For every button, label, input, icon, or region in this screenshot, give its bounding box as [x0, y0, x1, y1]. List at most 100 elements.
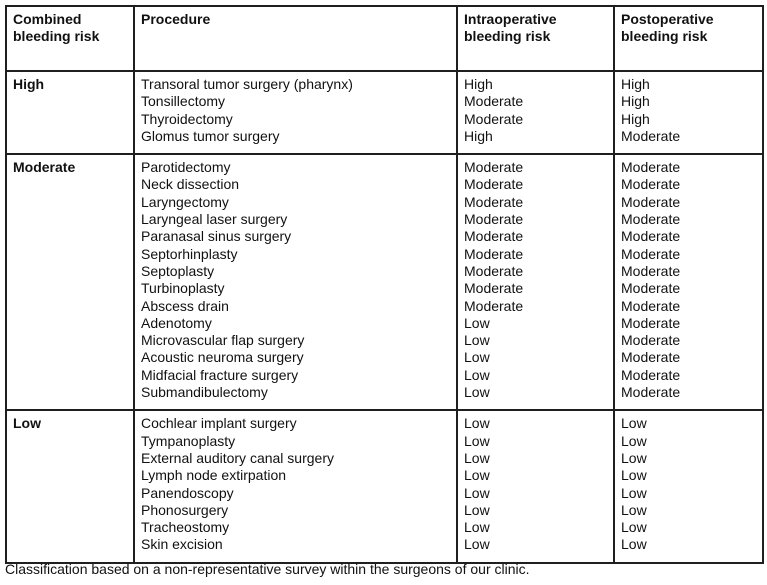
intraoperative-risk-value: Low — [464, 384, 490, 401]
procedure-cell: Transoral tumor surgery (pharynx) Tonsill… — [133, 69, 458, 156]
intraoperative-risk-value: Low — [464, 366, 490, 383]
procedure-item: Neck dissection — [141, 176, 240, 193]
intraoperative-cell: High Moderate Moderate High — [456, 69, 615, 156]
bleeding-risk-table: Combined bleeding risk Procedure Intraop… — [5, 5, 764, 564]
intraoperative-risk-value: Low — [464, 432, 490, 449]
postoperative-risk-value: Low — [621, 501, 647, 518]
intraoperative-risk-value: Moderate — [464, 176, 524, 193]
postoperative-risk-value: Moderate — [621, 297, 681, 314]
postoperative-risk-value: Moderate — [621, 366, 681, 383]
postoperative-risk-value: Moderate — [621, 280, 681, 297]
header-row: Combined bleeding risk Procedure Intraop… — [5, 5, 764, 72]
postoperative-risk-value: Moderate — [621, 349, 681, 366]
intraoperative-risk-value: Low — [464, 349, 490, 366]
postoperative-risk-value: Moderate — [621, 159, 681, 176]
intraoperative-risk-value: Low — [464, 501, 490, 518]
procedure-item: Lymph node extirpation — [141, 467, 287, 484]
procedure-item: Midfacial fracture surgery — [141, 366, 299, 383]
procedure-item: Phonosurgery — [141, 501, 229, 518]
intraoperative-risk-value: Low — [464, 519, 490, 536]
postoperative-cell: Moderate Moderate Moderate Moderate Moderate… — [613, 153, 764, 412]
postoperative-cell: High High High Moderate — [613, 69, 764, 156]
procedure-item: Microvascular flap surgery — [141, 332, 305, 349]
postoperative-risk-value: Moderate — [621, 332, 681, 349]
procedure-item: Cochlear implant surgery — [141, 415, 297, 432]
col-header-intraoperative-bleeding-risk: Intraoperative bleeding risk — [456, 5, 615, 72]
intraoperative-risk-value: Low — [464, 484, 490, 501]
postoperative-risk-value: Moderate — [621, 314, 681, 331]
procedure-item: Tympanoplasty — [141, 432, 236, 449]
postoperative-cell: Low Low Low Low Low Low Low Low — [613, 409, 764, 564]
intraoperative-risk-value: High — [464, 76, 493, 92]
procedure-item: Skin excision — [141, 536, 223, 553]
postoperative-risk-value: High — [621, 76, 650, 92]
intraoperative-risk-value: Low — [464, 332, 490, 349]
postoperative-risk-value: Moderate — [621, 211, 681, 228]
risk-group-row: Moderate Parotidectomy Neck dissection Lary… — [5, 153, 764, 412]
intraoperative-risk-value: Low — [464, 415, 490, 432]
procedure-item: Abscess drain — [141, 297, 229, 314]
procedure-item: Glomus tumor surgery — [141, 127, 280, 144]
intraoperative-risk-value: Low — [464, 314, 490, 331]
procedure-item: Transoral tumor surgery (pharynx) — [141, 76, 353, 92]
procedure-item: Paranasal sinus surgery — [141, 228, 292, 245]
postoperative-risk-value: Moderate — [621, 262, 681, 279]
intraoperative-risk-value: Moderate — [464, 297, 524, 314]
procedure-item: Tonsillectomy — [141, 93, 226, 110]
procedure-item: Laryngeal laser surgery — [141, 211, 288, 228]
combined-risk-label: Moderate — [13, 159, 76, 176]
procedure-item: Septorhinplasty — [141, 245, 238, 262]
procedure-item: Submandibulectomy — [141, 384, 268, 401]
risk-group-row: High Transoral tumor surgery (pharynx) Ton… — [5, 69, 764, 156]
col-header-procedure: Procedure — [133, 5, 458, 72]
procedure-item: Turbinoplasty — [141, 280, 225, 297]
postoperative-risk-value: High — [621, 110, 650, 127]
postoperative-risk-value: High — [621, 93, 650, 110]
postoperative-risk-value: Moderate — [621, 176, 681, 193]
intraoperative-cell: Moderate Moderate Moderate Moderate Moderate… — [456, 153, 615, 412]
procedure-item: Tracheostomy — [141, 519, 230, 536]
postoperative-risk-value: Moderate — [621, 127, 681, 144]
intraoperative-risk-value: Moderate — [464, 110, 524, 127]
postoperative-risk-value: Moderate — [621, 228, 681, 245]
intraoperative-risk-value: Moderate — [464, 159, 524, 176]
procedure-item: Panendoscopy — [141, 484, 234, 501]
col-header-combined-bleeding-risk: Combined bleeding risk — [5, 5, 135, 72]
postoperative-risk-value: Low — [621, 415, 647, 432]
intraoperative-cell: Low Low Low Low Low Low Low Low — [456, 409, 615, 564]
procedure-item: Acoustic neuroma surgery — [141, 349, 304, 366]
postoperative-risk-value: Moderate — [621, 384, 681, 401]
intraoperative-risk-value: Moderate — [464, 193, 524, 210]
postoperative-risk-value: Low — [621, 467, 647, 484]
risk-group-row: Low Cochlear implant surgery Tympanoplasty… — [5, 409, 764, 564]
procedure-item: Laryngectomy — [141, 193, 229, 210]
combined-risk-cell: Low — [5, 409, 135, 564]
postoperative-risk-value: Low — [621, 484, 647, 501]
procedure-item: Parotidectomy — [141, 159, 231, 176]
postoperative-risk-value: Moderate — [621, 245, 681, 262]
procedure-cell: Parotidectomy Neck dissection Laryngectomy… — [133, 153, 458, 412]
col-header-postoperative-bleeding-risk: Postoperative bleeding risk — [613, 5, 764, 72]
intraoperative-risk-value: Moderate — [464, 245, 524, 262]
intraoperative-risk-value: Moderate — [464, 228, 524, 245]
procedure-cell: Cochlear implant surgery Tympanoplasty Ext… — [133, 409, 458, 564]
intraoperative-risk-value: Low — [464, 449, 490, 466]
procedure-item: External auditory canal surgery — [141, 449, 334, 466]
intraoperative-risk-value: Low — [464, 467, 490, 484]
procedure-item: Adenotomy — [141, 314, 212, 331]
postoperative-risk-value: Low — [621, 519, 647, 536]
combined-risk-cell: Moderate — [5, 153, 135, 412]
combined-risk-label: Low — [13, 415, 41, 432]
intraoperative-risk-value: Moderate — [464, 280, 524, 297]
procedure-item: Septoplasty — [141, 262, 215, 279]
intraoperative-risk-value: Moderate — [464, 262, 524, 279]
intraoperative-risk-value: Low — [464, 536, 490, 553]
intraoperative-risk-value: Moderate — [464, 211, 524, 228]
postoperative-risk-value: Low — [621, 449, 647, 466]
postoperative-risk-value: Moderate — [621, 193, 681, 210]
intraoperative-risk-value: Moderate — [464, 93, 524, 110]
combined-risk-label: High — [13, 76, 45, 92]
table-footnote: Classification based on a non-representa… — [5, 561, 530, 577]
postoperative-risk-value: Low — [621, 536, 647, 553]
